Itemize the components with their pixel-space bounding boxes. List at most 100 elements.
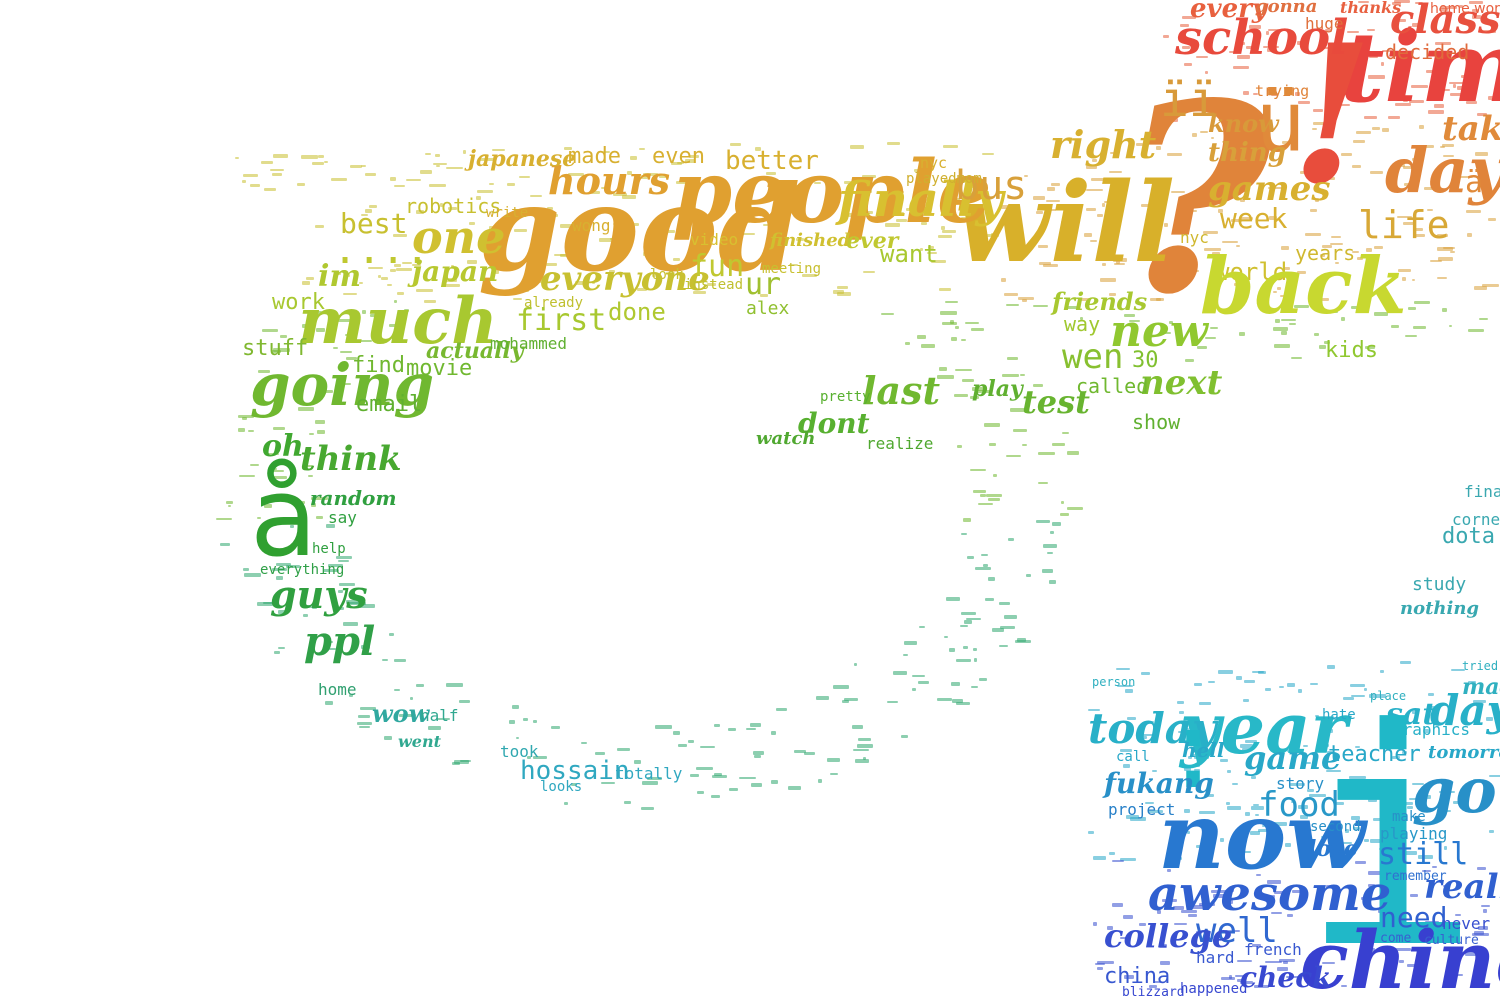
filler-speck [239,474,256,478]
cloud-word: stuff [242,336,309,361]
filler-speck [605,182,611,186]
filler-speck [816,696,830,700]
cloud-word: half [420,706,459,725]
filler-speck [1244,812,1250,817]
filler-speck [978,502,994,506]
filler-speck [1410,893,1418,898]
filler-speck [393,264,401,268]
filler-speck [394,688,400,691]
filler-speck [1242,748,1251,752]
filler-speck [273,426,286,430]
filler-speck [862,174,877,179]
cloud-word: go [1412,754,1497,827]
filler-speck [643,173,658,176]
filler-speck [1435,41,1452,45]
filler-speck [852,725,864,729]
filler-speck [492,148,505,152]
filler-speck [401,261,412,265]
filler-speck [298,522,306,525]
filler-speck [1219,838,1224,843]
filler-speck [1393,874,1404,878]
filler-speck [1348,48,1362,51]
filler-speck [1116,260,1120,264]
cloud-word: ppl [304,618,376,665]
filler-speck [1049,579,1056,584]
filler-speck [832,290,844,295]
filler-speck [616,747,630,752]
filler-speck [1303,744,1309,748]
filler-speck [332,346,339,350]
filler-speck [1047,187,1056,191]
filler-speck [1184,359,1195,363]
filler-speck [1464,952,1481,957]
filler-speck [1198,902,1216,906]
filler-speck [991,628,1004,632]
filler-speck [1434,103,1444,108]
filler-speck [1123,313,1136,317]
filler-speck [960,611,977,615]
filler-speck [1167,152,1182,156]
cloud-word: place [1370,689,1407,703]
filler-speck [1066,306,1080,309]
filler-speck [1478,318,1489,321]
filler-speck [1204,793,1214,798]
filler-speck [1257,671,1267,674]
filler-speck [652,224,668,228]
filler-speck [1252,944,1261,948]
filler-speck [1368,75,1386,79]
filler-speck [613,222,621,226]
filler-speck [238,414,254,418]
filler-speck [677,161,684,164]
filler-speck [1238,217,1253,221]
filler-speck [1290,800,1295,803]
filler-speck [1124,689,1133,693]
filler-speck [1164,331,1172,334]
filler-speck [1276,286,1282,291]
filler-speck [1182,209,1197,213]
filler-speck [622,194,636,199]
cloud-word: come [1380,931,1412,946]
filler-speck [1023,175,1028,178]
filler-speck [671,161,682,166]
filler-speck [955,326,959,329]
filler-speck [716,199,728,202]
filler-speck [295,501,306,505]
filler-speck [1473,700,1487,704]
filler-speck [1193,732,1204,736]
filler-speck [786,180,792,183]
filler-speck [844,697,859,702]
filler-speck [476,196,482,201]
cloud-word: realize [866,434,934,453]
filler-speck [1429,837,1434,841]
filler-speck [901,734,909,738]
filler-speck [966,618,982,621]
filler-speck [1268,28,1279,32]
filler-speck [1394,102,1411,106]
filler-speck [1088,830,1095,834]
filler-speck [306,276,315,281]
filler-speck [623,241,633,245]
filler-speck [683,227,691,231]
filler-speck [971,387,986,392]
filler-speck [360,213,368,217]
cloud-word: next [1140,363,1223,403]
filler-speck [938,234,952,238]
cloud-word: want [880,240,938,268]
filler-speck [1287,749,1300,752]
filler-speck [1178,711,1185,715]
filler-speck [423,299,436,303]
filler-speck [1229,50,1237,54]
filler-speck [1438,257,1454,261]
cloud-word: blizzard [1122,985,1185,999]
filler-speck [516,737,520,740]
filler-speck [1325,769,1341,773]
filler-speck [1136,142,1144,146]
filler-speck [1140,204,1152,207]
filler-speck [1240,980,1254,985]
filler-speck [279,335,287,339]
filler-speck [323,568,339,572]
filler-speck [1186,764,1200,768]
filler-speck [416,210,424,215]
filler-speck [981,553,988,557]
filler-speck [1103,200,1114,204]
